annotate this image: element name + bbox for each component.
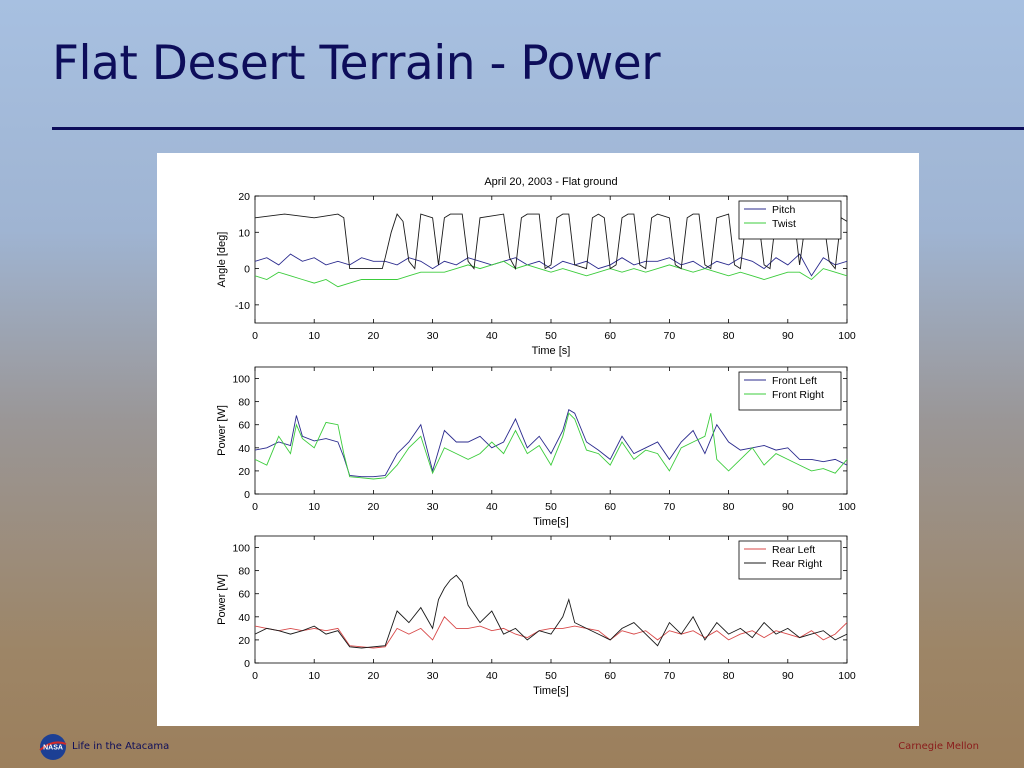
x-tick-label: 40 [486,670,498,682]
x-tick-label: 80 [723,501,735,513]
y-tick-label: 40 [238,612,250,624]
y-tick-label: 60 [238,589,250,601]
y-tick-label: 100 [232,543,250,555]
x-tick-label: 0 [252,330,258,342]
x-tick-label: 10 [308,501,320,513]
x-tick-label: 80 [723,670,735,682]
x-tick-label: 20 [368,670,380,682]
x-tick-label: 90 [782,501,794,513]
legend-label: Rear Left [772,544,815,556]
x-tick-label: 40 [486,501,498,513]
series-line-twist [255,260,847,288]
x-tick-label: 30 [427,670,439,682]
series-line-front-right [255,412,847,480]
legend-label: Twist [772,218,796,230]
x-axis-label: Time[s] [533,685,569,697]
x-tick-label: 70 [664,330,676,342]
y-tick-label: 0 [244,489,250,501]
nasa-logo-icon: NASA [39,734,67,760]
slide-title: Flat Desert Terrain - Power [52,36,661,91]
x-tick-label: 10 [308,330,320,342]
title-underline [52,127,1024,130]
x-tick-label: 60 [604,501,616,513]
x-tick-label: 50 [545,330,557,342]
x-tick-label: 50 [545,670,557,682]
x-tick-label: 10 [308,670,320,682]
legend: Pitch Twist [738,200,842,240]
figure-panel: April 20, 2003 - Flat ground 0 10 20 30 40 50 6… [157,153,919,726]
x-tick-label: 30 [427,501,439,513]
y-axis-label: Power [W] [216,574,228,625]
legend-label: Front Left [772,375,817,387]
x-tick-label: 80 [723,330,735,342]
x-tick-label: 90 [782,670,794,682]
y-tick-label: 10 [238,227,250,239]
legend-box [738,540,842,580]
series-line-front-left [255,409,847,478]
y-tick-label: 20 [238,635,250,647]
x-tick-label: 60 [604,330,616,342]
y-tick-label: 80 [238,397,250,409]
legend-box [738,371,842,411]
x-tick-label: 40 [486,330,498,342]
x-tick-label: 20 [368,330,380,342]
x-tick-label: 70 [664,670,676,682]
x-tick-label: 60 [604,670,616,682]
y-tick-label: 20 [238,466,250,478]
x-tick-label: 0 [252,670,258,682]
y-axis-label: Power [W] [216,405,228,456]
chart-title: April 20, 2003 - Flat ground [484,176,617,188]
x-tick-label: 50 [545,501,557,513]
legend-label: Pitch [772,204,796,216]
y-tick-label: 20 [238,191,250,203]
chart-figure: April 20, 2003 - Flat ground 0 10 20 30 40 50 6… [216,176,856,697]
series-line-rear-right [255,574,847,649]
legend: Rear Left Rear Right [738,540,842,580]
legend-label: Rear Right [772,558,822,570]
y-axis-label: Angle [deg] [216,232,228,288]
y-tick-label: 0 [244,264,250,276]
x-tick-label: 70 [664,501,676,513]
series-line-pitch [255,253,847,277]
x-tick-label: 100 [838,670,856,682]
y-tick-label: 0 [244,658,250,670]
logo-text: NASA [43,745,63,752]
x-tick-label: 100 [838,501,856,513]
y-tick-label: 100 [232,374,250,386]
x-tick-label: 0 [252,501,258,513]
footer-institution: Carnegie Mellon [898,741,979,752]
x-tick-label: 30 [427,330,439,342]
chart-2: 0 10 20 30 40 50 60 70 80 90 100 0 20 40 60 80 100 Time[s… [216,366,856,528]
chart-1: April 20, 2003 - Flat ground 0 10 20 30 40 50 6… [216,176,856,357]
x-tick-label: 20 [368,501,380,513]
y-tick-label: 80 [238,566,250,578]
y-tick-label: -10 [235,300,250,312]
x-tick-label: 90 [782,330,794,342]
x-axis-label: Time[s] [533,516,569,528]
series-line-unlabeled-2 [255,213,847,271]
footer-project-name: Life in the Atacama [72,741,170,752]
x-axis-label: Time [s] [532,345,571,357]
y-tick-label: 40 [238,443,250,455]
chart-3: 0 10 20 30 40 50 60 70 80 90 100 0 20 40 60 80 100 Time[s… [216,535,856,697]
legend-label: Front Right [772,389,824,401]
y-tick-label: 60 [238,420,250,432]
series-line-rear-left [255,616,847,649]
legend: Front Left Front Right [738,371,842,411]
legend-box [738,200,842,240]
x-tick-label: 100 [838,330,856,342]
